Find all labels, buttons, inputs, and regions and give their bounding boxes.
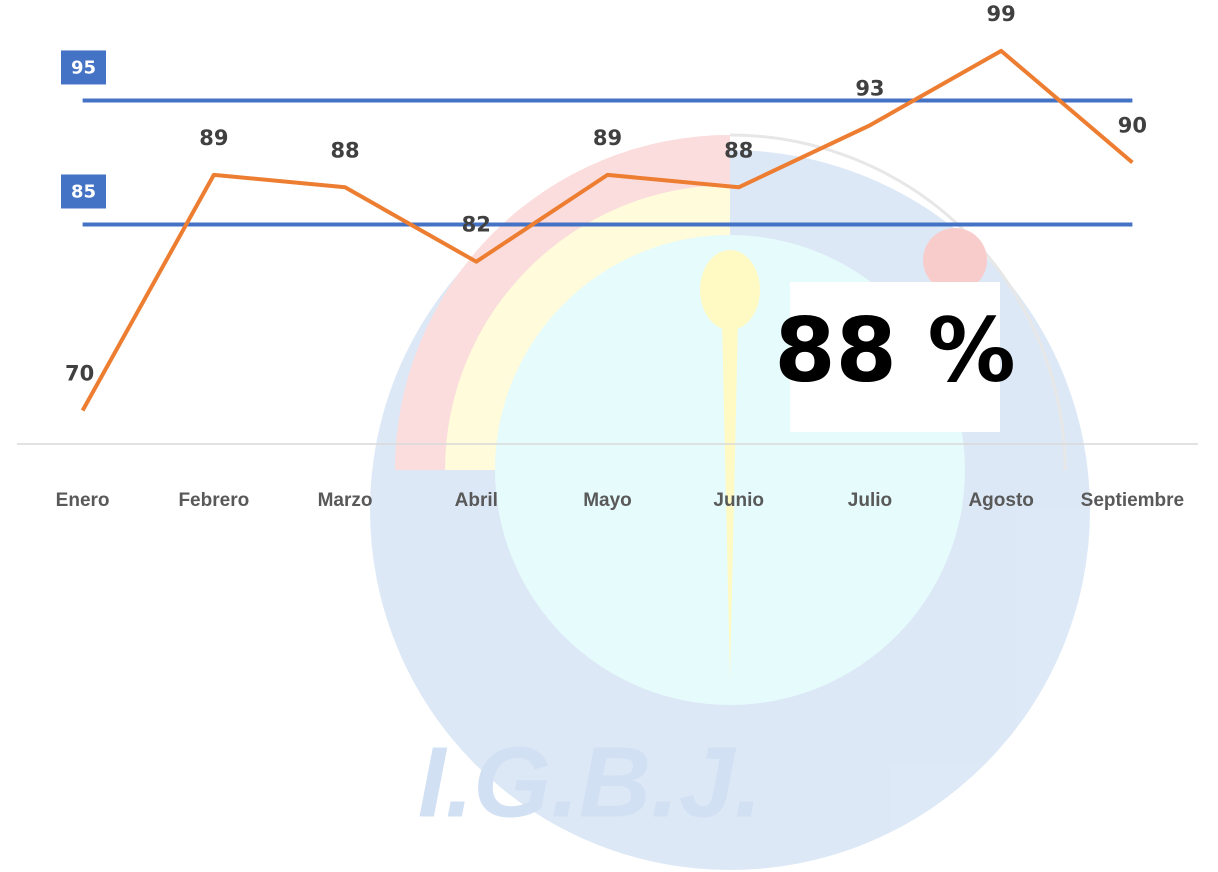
data-label: 89 bbox=[199, 126, 228, 150]
line-series bbox=[80, 48, 1134, 412]
x-tick-label: Septiembre bbox=[1081, 490, 1184, 511]
reference-badge bbox=[61, 50, 106, 85]
data-label: 89 bbox=[593, 126, 622, 150]
data-label: 88 bbox=[724, 138, 753, 162]
x-tick-label: Enero bbox=[56, 490, 110, 511]
data-label: 90 bbox=[1118, 113, 1147, 137]
x-tick-label: Mayo bbox=[583, 490, 632, 511]
x-tick-label: Marzo bbox=[318, 490, 373, 511]
reference-badge bbox=[61, 174, 106, 209]
x-tick-label: Julio bbox=[848, 490, 892, 511]
data-label: 70 bbox=[65, 362, 94, 386]
x-tick-label: Agosto bbox=[968, 490, 1033, 511]
x-tick-label: Febrero bbox=[178, 490, 249, 511]
annotation-box bbox=[790, 282, 1000, 432]
x-tick-label: Junio bbox=[713, 490, 764, 511]
data-label: 82 bbox=[462, 213, 491, 237]
data-label: 88 bbox=[330, 138, 359, 162]
annotation: 88 % bbox=[774, 299, 1015, 402]
watermark-text: I.G.B.J. bbox=[418, 726, 763, 838]
x-tick-label: Abril bbox=[455, 490, 498, 511]
reference-label: 95 bbox=[71, 57, 96, 78]
data-label: 93 bbox=[855, 76, 884, 100]
data-label: 99 bbox=[987, 2, 1016, 26]
reference-label: 85 bbox=[71, 181, 96, 202]
